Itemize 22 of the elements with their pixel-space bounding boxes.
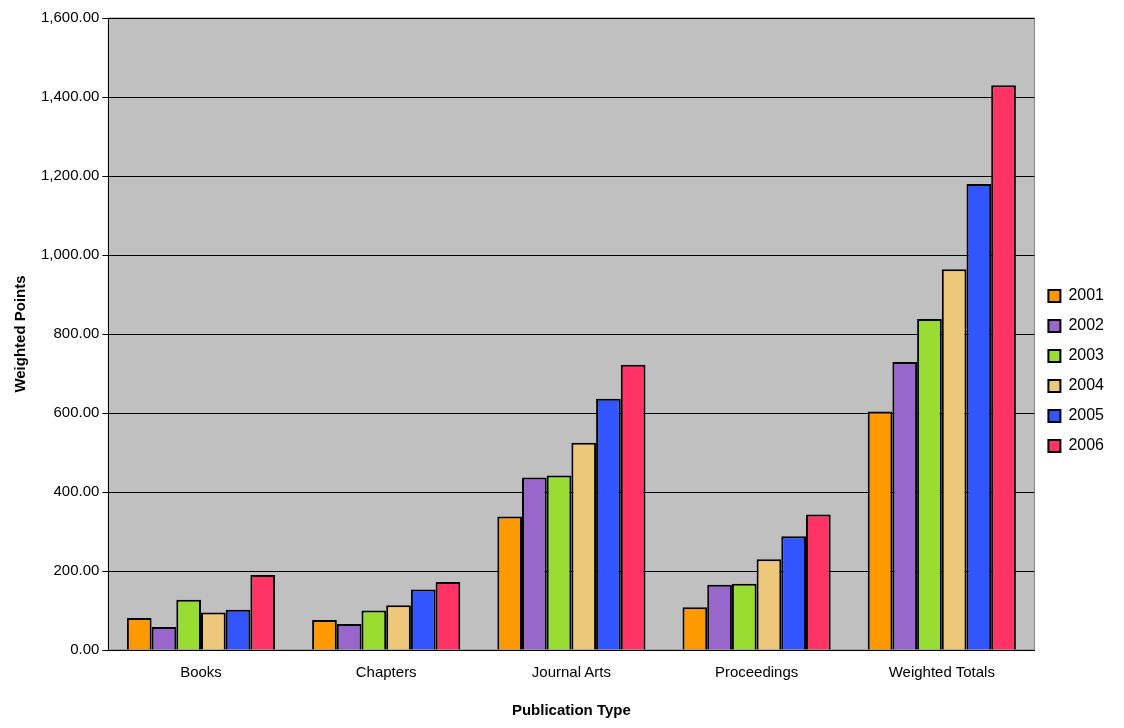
y-tick-label: 600.00 <box>53 403 100 421</box>
x-axis-title: Publication Type <box>511 701 631 719</box>
legend-label: 2005 <box>1068 406 1105 424</box>
x-tick-label: Books <box>180 663 222 681</box>
y-tick-label: 200.00 <box>53 561 100 579</box>
y-tick-label: 400.00 <box>53 482 100 500</box>
x-tick-label: Weighted Totals <box>888 663 995 681</box>
x-tick-label: Chapters <box>355 663 417 681</box>
x-tick-label: Proceedings <box>714 663 799 681</box>
legend-label: 2006 <box>1068 436 1105 454</box>
y-tick-label: 1,400.00 <box>41 87 100 105</box>
y-tick-label: 1,600.00 <box>41 8 100 26</box>
y-tick-label: 1,200.00 <box>41 166 100 184</box>
legend-label: 2003 <box>1068 346 1105 364</box>
legend-label: 2002 <box>1068 316 1105 334</box>
y-tick-label: 0.00 <box>70 640 100 658</box>
x-tick-label: Journal Arts <box>531 663 612 681</box>
legend-label: 2004 <box>1068 376 1105 394</box>
legend-label: 2001 <box>1068 286 1105 304</box>
y-tick-label: 1,000.00 <box>41 245 100 263</box>
y-tick-label: 800.00 <box>53 324 100 342</box>
y-axis-title: Weighted Points <box>11 275 29 393</box>
